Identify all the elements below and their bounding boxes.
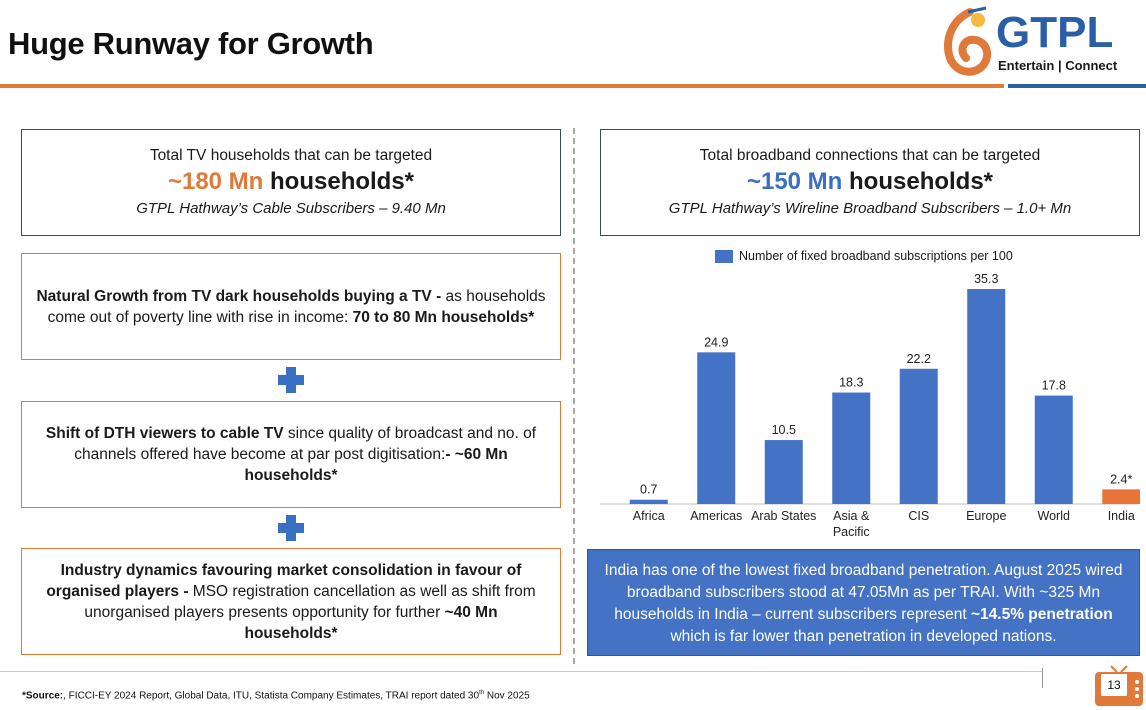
info-bold: ~14.5% penetration [971, 606, 1113, 623]
driver-1-text: as households come out of poverty line w… [47, 287, 546, 326]
broadband-highlight: ~150 Mn [746, 168, 843, 195]
data-label: 22.2 [907, 352, 931, 366]
logo-swirl-icon [944, 6, 992, 76]
x-tick-label: Arab States [751, 509, 816, 523]
data-label: 17.8 [1042, 379, 1066, 393]
broadband-unit: households* [842, 168, 994, 195]
driver-3-tail: ~40 Mn households* [244, 603, 498, 642]
bar-arab-states [764, 440, 803, 504]
x-tick-label: Europe [966, 509, 1006, 523]
driver-2-tail: - ~60 Mn households* [244, 446, 508, 484]
driver-2-bold: Shift of DTH viewers to cable TV [45, 425, 284, 442]
broadband-subline: GTPL Hathway’s Wireline Broadband Subscr… [668, 200, 1072, 217]
plus-icon [278, 515, 304, 541]
tv-line1: Total TV households that can be targeted [149, 147, 433, 164]
driver-1-tail: 70 to 80 Mn households* [352, 308, 535, 326]
company-logo: GTPL Entertain | Connect [940, 6, 1140, 82]
tv-headline: ~180 Mn households* [22, 168, 560, 196]
info-box: India has one of the lowest fixed broadb… [587, 549, 1140, 656]
info-tail: which is far lower than penetration in d… [670, 628, 1057, 645]
x-tick-label: World [1038, 509, 1070, 523]
column-divider [573, 128, 575, 664]
x-tick-label: Asia & Pacific [833, 509, 870, 539]
bar-europe [967, 289, 1006, 504]
broadband-line1: Total broadband connections that can be … [699, 147, 1041, 164]
broadband-headline: ~150 Mn households* [601, 168, 1139, 196]
data-label: 35.3 [974, 272, 998, 286]
bar-africa [629, 499, 668, 504]
source-label: *Source: [22, 690, 64, 702]
source-tail: Nov 2025 [484, 690, 530, 702]
driver-1-bold: Natural Growth from TV dark households b… [36, 287, 442, 305]
logo-brand: GTPL [996, 8, 1114, 57]
source-note: *Source:, FICCI-EY 2024 Report, Global D… [22, 690, 530, 701]
bar-cis [899, 368, 938, 504]
driver-box-1: Natural Growth from TV dark households b… [21, 253, 561, 360]
chart-legend: Number of fixed broadband subscriptions … [715, 249, 1013, 263]
x-tick-label: Americas [690, 509, 742, 523]
driver-3-text: MSO registration cancellation as well as… [84, 582, 536, 621]
driver-3-bold: Industry dynamics favouring market conso… [46, 561, 522, 600]
driver-2-text: since quality of broadcast and no. of ch… [74, 425, 537, 463]
data-label: 2.4* [1110, 472, 1132, 486]
page-number: 13 [1099, 672, 1129, 698]
info-text: India has one of the lowest fixed broadb… [604, 562, 1123, 623]
tv-target-box: Total TV households that can be targeted… [21, 129, 561, 236]
page-title: Huge Runway for Growth [8, 26, 374, 61]
data-label: 18.3 [839, 376, 863, 390]
x-tick-label: India [1108, 509, 1135, 523]
broadband-chart: Number of fixed broadband subscriptions … [595, 245, 1140, 545]
broadband-target-box: Total broadband connections that can be … [600, 129, 1140, 236]
header-rule-orange [0, 84, 1004, 88]
source-text: , FICCI-EY 2024 Report, Global Data, ITU… [63, 690, 480, 702]
logo-tagline: Entertain | Connect [998, 58, 1118, 73]
x-tick-label: Africa [633, 509, 665, 523]
legend-swatch [715, 249, 733, 263]
chart-canvas: 0.7 Africa 24.9 Americas 10.5 Arab States 18.3… [600, 272, 1140, 539]
data-label: 10.5 [772, 423, 796, 437]
plus-icon [278, 367, 304, 393]
driver-box-3: Industry dynamics favouring market conso… [21, 548, 561, 655]
bar-asia-pacific [832, 392, 871, 504]
bar-world [1034, 395, 1073, 504]
footer-rule [0, 671, 1042, 672]
data-label: 24.9 [704, 335, 728, 349]
bar-india [1102, 489, 1140, 504]
footer-tick [1042, 668, 1043, 688]
tv-unit: households* [263, 168, 415, 195]
source-sup: th [479, 690, 485, 696]
x-tick-label: CIS [908, 509, 929, 523]
tv-highlight: ~180 Mn [167, 168, 264, 195]
tv-subline: GTPL Hathway’s Cable Subscribers – 9.40 … [136, 200, 446, 217]
header-rule-blue [1008, 84, 1146, 88]
driver-box-2: Shift of DTH viewers to cable TV since q… [21, 401, 561, 508]
data-label: 0.7 [640, 483, 657, 497]
legend-label: Number of fixed broadband subscriptions … [739, 249, 1013, 263]
bar-americas [697, 352, 736, 504]
